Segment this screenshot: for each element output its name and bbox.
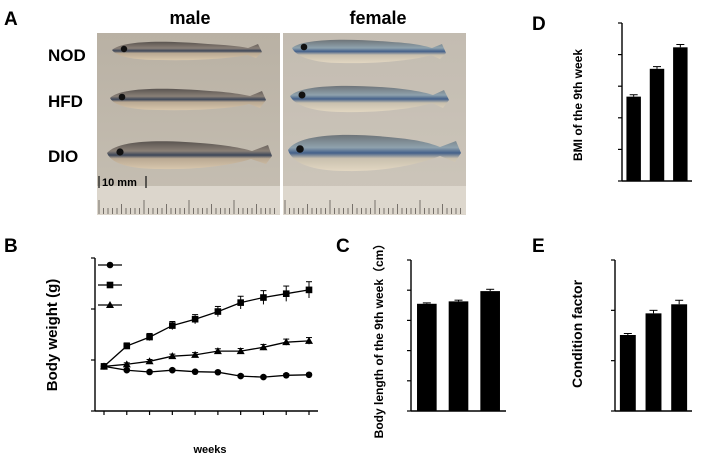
chart-b-point-nod — [123, 366, 131, 374]
panel-d-label: D — [532, 14, 546, 35]
group-label-hfd: HFD — [48, 92, 83, 111]
panel-c-chart: C Body length of the 9th week（cm） — [336, 236, 506, 438]
panel-d-chart: D BMI of the 9th week — [532, 14, 692, 182]
panel-b-label: B — [4, 236, 18, 257]
chart-b-point-hfd — [122, 360, 131, 368]
chart-b-point-hfd — [168, 352, 177, 360]
chart-d-bar-hfd — [649, 68, 665, 181]
panel-b-chart: B Body weight (g) weeks — [4, 236, 318, 456]
chart-b-point-nod — [146, 368, 153, 376]
chart-b-point-nod — [237, 372, 244, 380]
fish-male-hfd — [110, 88, 266, 111]
chart-b-point-dio — [305, 286, 313, 294]
group-label-dio: DIO — [48, 147, 78, 166]
chart-b-point-nod — [305, 371, 313, 379]
chart-d-bar-nod — [626, 96, 641, 181]
chart-b-point-dio — [237, 299, 244, 306]
chart-b-xlabel: weeks — [192, 444, 226, 456]
fish-female-nod — [292, 39, 446, 64]
panel-a-label: A — [4, 9, 18, 30]
chart-b-point-hfd — [213, 347, 222, 355]
chart-b-point-nod — [214, 368, 222, 376]
chart-b-point-dio — [282, 290, 290, 297]
fish-female-dio — [288, 134, 461, 172]
chart-b-point-dio — [169, 322, 176, 329]
chart-b-point-hfd — [145, 357, 154, 365]
chart-b-point-hfd — [100, 362, 108, 370]
fish-male-dio — [107, 141, 272, 170]
chart-b-point-nod — [169, 366, 176, 374]
fish-male-nod — [112, 41, 262, 61]
chart-b-point-hfd — [282, 338, 291, 346]
chart-b-series-line-nod — [103, 365, 310, 378]
panel-e-label: E — [532, 236, 545, 257]
chart-e-bar-hfd — [645, 313, 662, 411]
chart-c-bar-dio — [480, 291, 500, 411]
chart-b-legend-marker-dio — [106, 281, 114, 289]
header-male: male — [169, 8, 210, 28]
chart-c-ylabel: Body length of the 9th week（cm） — [371, 238, 386, 439]
chart-b-point-hfd — [191, 350, 200, 358]
panel-e-chart: E Condition factor — [532, 236, 692, 412]
chart-b-series-line-dio — [103, 289, 310, 367]
chart-c-bar-hfd — [448, 301, 469, 411]
chart-e-bar-nod — [619, 334, 636, 411]
chart-e-ylabel: Condition factor — [569, 279, 585, 388]
chart-b-series-line-hfd — [103, 340, 310, 368]
chart-d-ylabel: BMI of the 9th week — [571, 49, 585, 161]
group-label-nod: NOD — [48, 46, 86, 65]
chart-b-point-nod — [260, 373, 267, 381]
chart-b-point-hfd — [236, 347, 245, 355]
chart-b-ylabel: Body weight (g) — [44, 279, 61, 392]
chart-e-bar-dio — [671, 304, 688, 411]
chart-d-bar-dio — [673, 47, 688, 181]
fish-female-hfd — [290, 85, 449, 113]
female-fish-photo — [283, 33, 466, 215]
scale-bar-label: 10 mm — [102, 177, 137, 189]
chart-b-point-dio — [146, 333, 153, 341]
chart-c-bar-nod — [417, 303, 437, 411]
chart-b-legend-marker-nod — [106, 261, 114, 269]
chart-b-point-dio — [214, 308, 222, 315]
chart-b-point-hfd — [259, 343, 268, 351]
panel-c-label: C — [336, 236, 350, 257]
panel-a: A male female NOD HFD DIO — [4, 8, 466, 215]
chart-b-point-nod — [191, 368, 199, 376]
chart-b-point-dio — [260, 294, 267, 301]
male-fish-photo: 10 mm — [97, 33, 280, 215]
chart-b-point-hfd — [305, 336, 313, 344]
header-female: female — [349, 8, 406, 28]
chart-b-point-nod — [282, 372, 290, 379]
chart-b-legend-marker-hfd — [106, 301, 114, 308]
chart-b-point-dio — [191, 315, 199, 323]
chart-b-point-dio — [123, 342, 131, 350]
